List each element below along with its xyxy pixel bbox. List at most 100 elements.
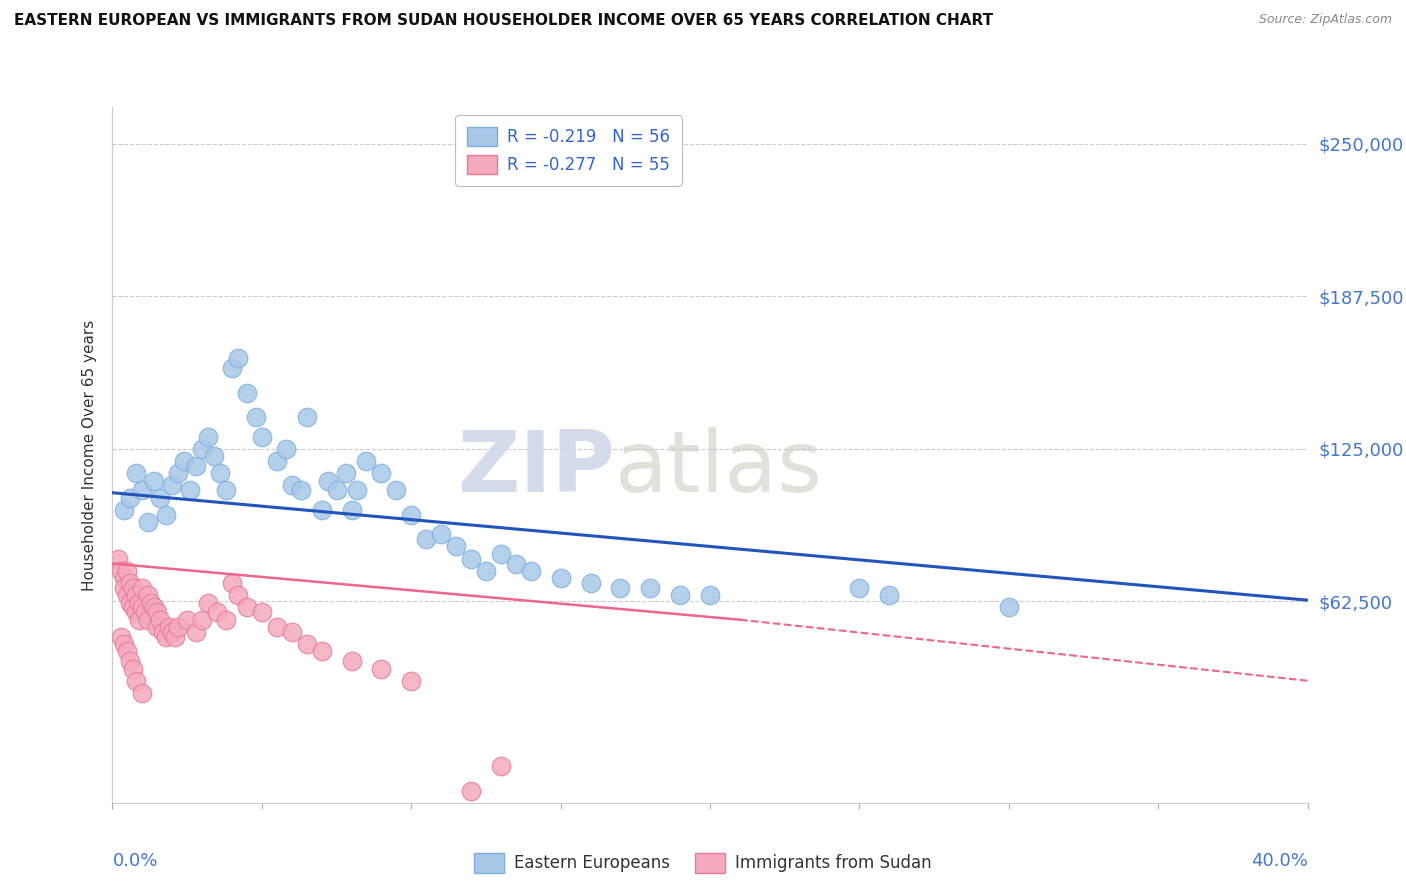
Text: ZIP: ZIP <box>457 427 614 510</box>
Point <box>340 654 363 668</box>
Point <box>311 503 333 517</box>
Point <box>186 624 208 639</box>
Point <box>356 454 378 468</box>
Point <box>131 600 153 615</box>
Point <box>122 600 145 615</box>
Point <box>669 588 692 602</box>
Point <box>236 600 259 615</box>
Point <box>998 600 1021 615</box>
Point <box>149 613 172 627</box>
Point <box>117 644 139 658</box>
Point <box>370 661 392 675</box>
Legend: R = -0.219   N = 56, R = -0.277   N = 55: R = -0.219 N = 56, R = -0.277 N = 55 <box>456 115 682 186</box>
Point <box>430 527 453 541</box>
Point <box>579 576 602 591</box>
Point <box>215 613 238 627</box>
Text: EASTERN EUROPEAN VS IMMIGRANTS FROM SUDAN HOUSEHOLDER INCOME OVER 65 YEARS CORRE: EASTERN EUROPEAN VS IMMIGRANTS FROM SUDA… <box>14 13 993 29</box>
Point <box>131 686 153 700</box>
Point <box>609 581 631 595</box>
Point <box>202 449 225 463</box>
Point <box>215 483 238 498</box>
Point <box>489 759 512 773</box>
Point <box>848 581 870 595</box>
Legend: Eastern Europeans, Immigrants from Sudan: Eastern Europeans, Immigrants from Sudan <box>468 847 938 880</box>
Point <box>167 620 190 634</box>
Point <box>107 551 129 566</box>
Point <box>110 564 132 578</box>
Point <box>120 491 142 505</box>
Text: Source: ZipAtlas.com: Source: ZipAtlas.com <box>1258 13 1392 27</box>
Point <box>266 620 288 634</box>
Point <box>550 571 572 585</box>
Point <box>208 467 231 481</box>
Point <box>125 673 148 688</box>
Point <box>117 588 139 602</box>
Point <box>290 483 312 498</box>
Point <box>340 503 363 517</box>
Point <box>205 606 228 620</box>
Point <box>325 483 347 498</box>
Point <box>460 783 482 797</box>
Point <box>250 429 273 443</box>
Point <box>138 588 160 602</box>
Point <box>444 540 467 554</box>
Point <box>460 551 482 566</box>
Point <box>311 644 333 658</box>
Point <box>114 637 135 651</box>
Point <box>155 508 177 522</box>
Text: atlas: atlas <box>614 427 823 510</box>
Point <box>221 361 243 376</box>
Point <box>699 588 721 602</box>
Text: 40.0%: 40.0% <box>1251 852 1308 870</box>
Point <box>125 606 148 620</box>
Point <box>370 467 392 481</box>
Point <box>117 564 139 578</box>
Point <box>186 458 208 473</box>
Point <box>274 442 297 456</box>
Point <box>475 564 498 578</box>
Point <box>295 410 318 425</box>
Point <box>143 474 166 488</box>
Point <box>877 588 901 602</box>
Point <box>120 596 142 610</box>
Point <box>346 483 368 498</box>
Point <box>191 442 214 456</box>
Point <box>131 581 153 595</box>
Point <box>138 613 160 627</box>
Point <box>415 532 437 546</box>
Point <box>110 630 132 644</box>
Point <box>143 600 166 615</box>
Y-axis label: Householder Income Over 65 years: Householder Income Over 65 years <box>82 319 97 591</box>
Point <box>155 630 177 644</box>
Point <box>122 581 145 595</box>
Point <box>401 673 423 688</box>
Point <box>157 620 180 634</box>
Point <box>335 467 357 481</box>
Point <box>226 351 249 366</box>
Point <box>197 596 219 610</box>
Point <box>165 630 187 644</box>
Point <box>120 576 142 591</box>
Point <box>179 483 201 498</box>
Point <box>520 564 543 578</box>
Point <box>176 613 198 627</box>
Point <box>281 624 304 639</box>
Point <box>125 588 148 602</box>
Point <box>162 478 183 492</box>
Point <box>295 637 318 651</box>
Point <box>114 571 135 585</box>
Point <box>128 596 150 610</box>
Point <box>152 624 174 639</box>
Point <box>245 410 267 425</box>
Point <box>149 491 172 505</box>
Point <box>226 588 249 602</box>
Point <box>138 515 160 529</box>
Point <box>131 483 153 498</box>
Text: 0.0%: 0.0% <box>112 852 157 870</box>
Point <box>146 606 169 620</box>
Point <box>134 606 156 620</box>
Point <box>122 661 145 675</box>
Point <box>401 508 423 522</box>
Point <box>173 454 195 468</box>
Point <box>114 581 135 595</box>
